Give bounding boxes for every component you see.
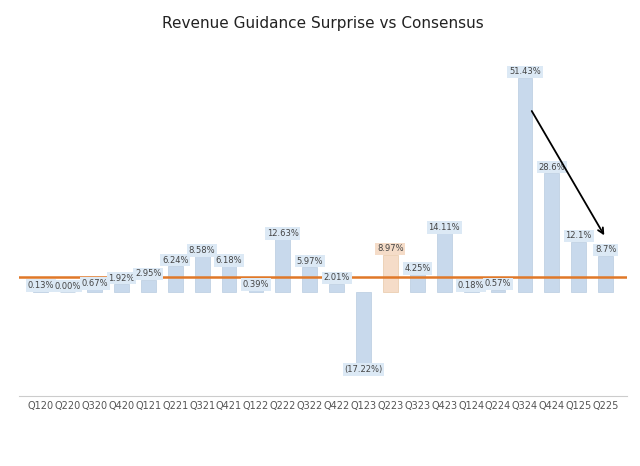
Text: 6.18%: 6.18% [216, 256, 243, 265]
Text: 6.24%: 6.24% [162, 256, 189, 265]
Text: (17.22%): (17.22%) [344, 365, 383, 374]
Text: 1.92%: 1.92% [108, 274, 134, 283]
Bar [329, 283, 344, 292]
Bar [248, 290, 263, 292]
Text: 2.01%: 2.01% [323, 274, 350, 282]
Bar [383, 254, 398, 292]
Bar [33, 291, 48, 292]
Bar [598, 256, 613, 292]
Title: Revenue Guidance Surprise vs Consensus: Revenue Guidance Surprise vs Consensus [163, 16, 484, 31]
Bar [437, 233, 452, 292]
Bar [410, 274, 425, 292]
Bar [221, 266, 236, 292]
Bar [356, 292, 371, 363]
Text: 28.6%: 28.6% [539, 163, 565, 171]
Text: 0.57%: 0.57% [485, 279, 511, 288]
Bar [464, 291, 479, 292]
Bar [518, 78, 532, 292]
Text: 14.11%: 14.11% [428, 223, 460, 232]
Bar [545, 173, 559, 292]
Bar [87, 289, 102, 292]
Bar [141, 280, 156, 292]
Bar [168, 266, 182, 292]
Text: 0.39%: 0.39% [243, 280, 269, 289]
Text: 0.18%: 0.18% [458, 281, 484, 290]
Text: 12.63%: 12.63% [267, 229, 299, 238]
Text: 2.95%: 2.95% [135, 269, 161, 278]
Bar [275, 240, 291, 292]
Text: 0.00%: 0.00% [54, 281, 81, 291]
Bar [195, 256, 209, 292]
Text: 0.67%: 0.67% [81, 279, 108, 288]
Bar [114, 284, 129, 292]
Text: 0.13%: 0.13% [28, 281, 54, 290]
Bar [491, 289, 506, 292]
Bar [302, 267, 317, 292]
Text: 8.7%: 8.7% [595, 246, 616, 254]
Text: 5.97%: 5.97% [296, 257, 323, 266]
Text: 8.97%: 8.97% [377, 244, 404, 254]
Text: 51.43%: 51.43% [509, 68, 541, 76]
Text: 8.58%: 8.58% [189, 246, 216, 255]
Bar [572, 241, 586, 292]
Text: 4.25%: 4.25% [404, 264, 431, 273]
Text: 12.1%: 12.1% [566, 231, 592, 240]
